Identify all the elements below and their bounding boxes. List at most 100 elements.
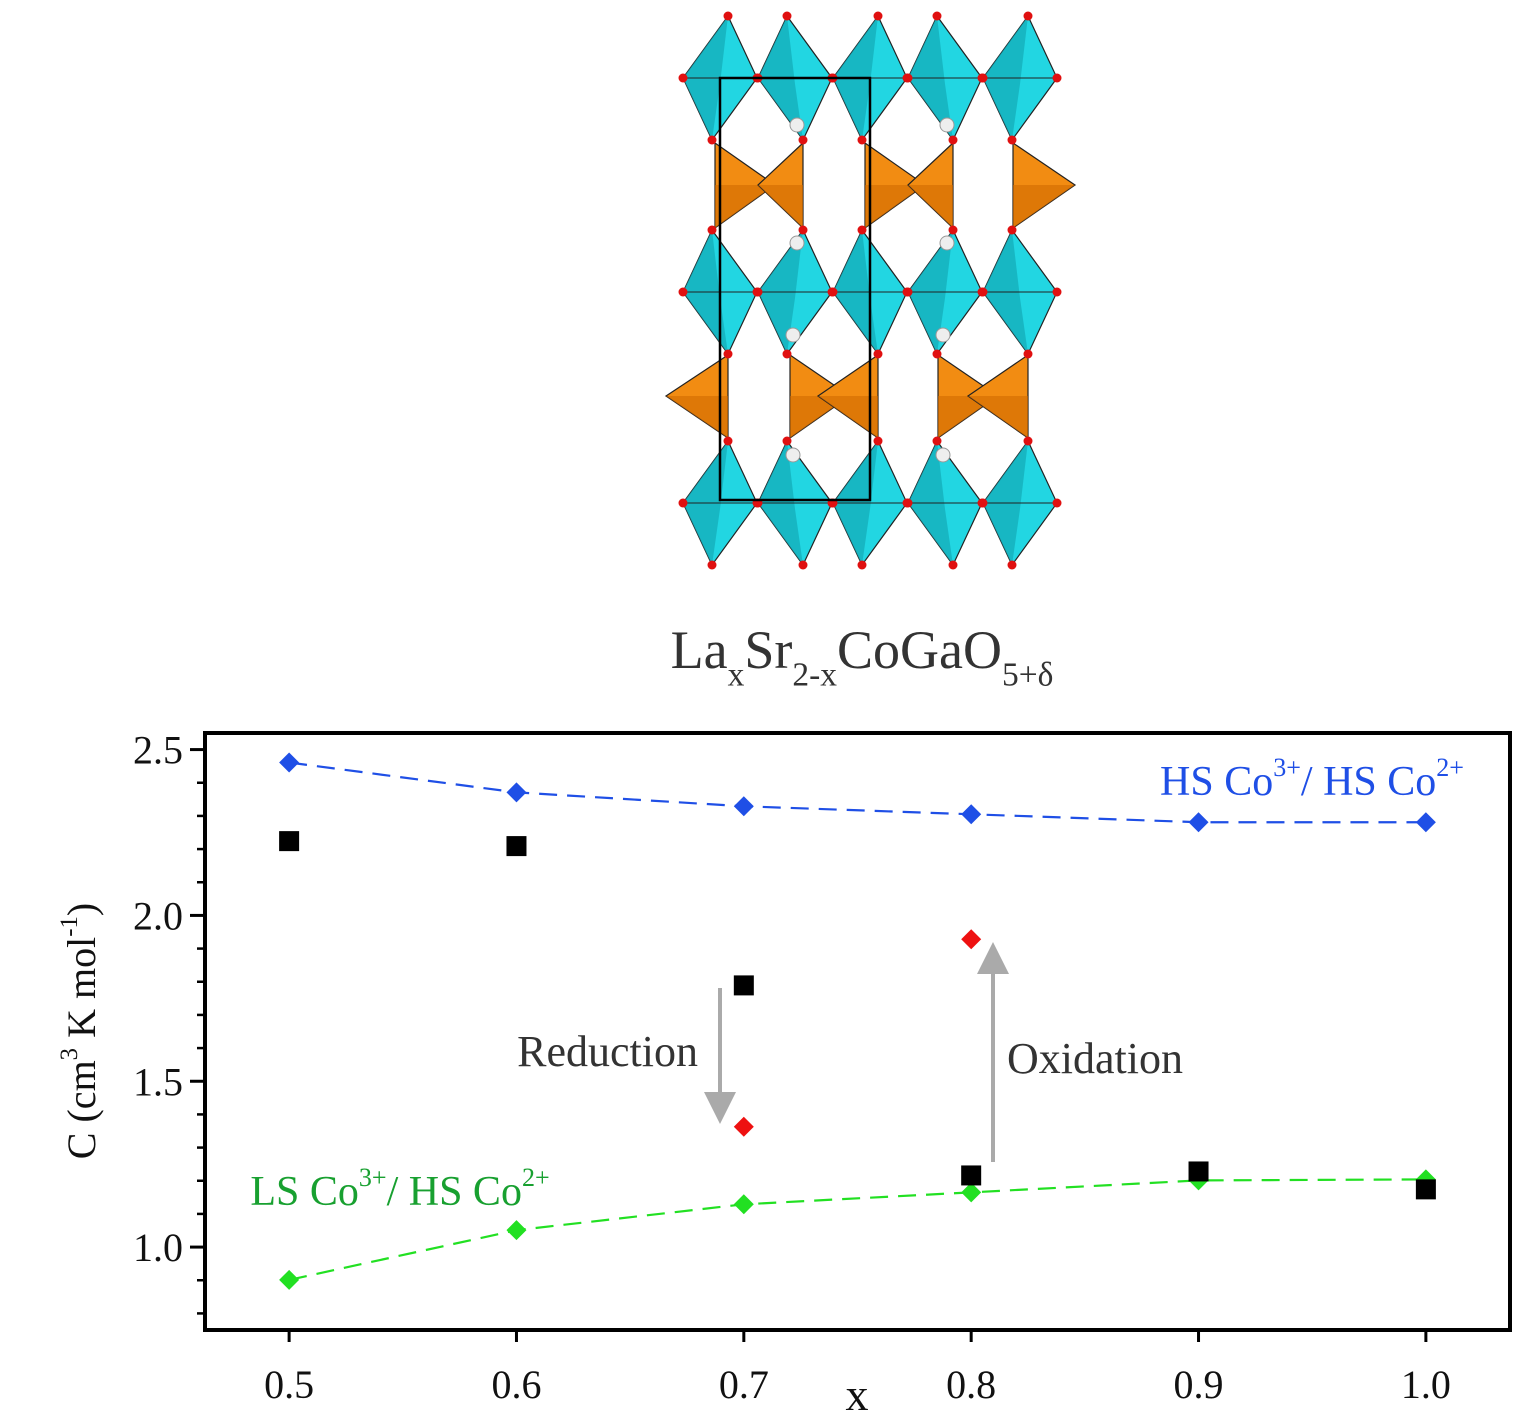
oxygen-atom — [1023, 11, 1033, 21]
oxygen-atom — [978, 287, 988, 297]
series-line — [288, 1178, 1426, 1281]
series-label-part: / HS Co — [387, 1169, 522, 1215]
series-label-part: 3+ — [359, 1163, 387, 1192]
x-tick-label: 0.7 — [719, 1362, 769, 1407]
tetrahedron-face — [865, 185, 925, 228]
annotation: Reduction — [517, 1027, 698, 1076]
oxygen-atom — [707, 225, 717, 235]
tetrahedron-face — [715, 185, 775, 228]
oxygen-atom — [978, 73, 988, 83]
square-marker — [1188, 1161, 1209, 1182]
chart-title-part: CoGaO — [837, 620, 1002, 680]
tetrahedron-face — [666, 396, 728, 438]
oxygen-atom — [857, 560, 867, 570]
square-marker — [961, 1165, 982, 1186]
chart-title-part: 2-x — [792, 656, 837, 693]
series-label-part: / HS Co — [1301, 759, 1436, 805]
diamond-marker — [961, 804, 982, 825]
y-axis-label-part: C (cm — [59, 1060, 104, 1159]
oxygen-atom — [723, 349, 733, 359]
series-label: HS Co3+/ HS Co2+ — [1160, 753, 1464, 805]
series-label-part: HS Co — [1160, 759, 1273, 805]
y-axis-label-part: -1 — [56, 916, 83, 937]
y-tick-label: 2.0 — [133, 893, 183, 938]
oxygen-atom — [723, 11, 733, 21]
oxygen-atom — [782, 11, 792, 21]
series-label-part: LS Co — [250, 1169, 359, 1215]
oxygen-atom — [1023, 436, 1033, 446]
oxygen-atom — [1007, 560, 1017, 570]
square-marker — [506, 836, 527, 857]
oxygen-atom — [932, 11, 942, 21]
y-axis-label-part: 3 — [56, 1048, 83, 1060]
diamond-marker — [279, 1269, 300, 1290]
square-marker — [279, 831, 300, 852]
sr-atom — [789, 117, 805, 133]
crystal-structure — [664, 11, 1077, 570]
oxygen-atom — [903, 498, 913, 508]
oxygen-atom — [873, 349, 883, 359]
oxygen-atom — [932, 349, 942, 359]
chart-title-part: La — [671, 620, 728, 680]
x-tick-label: 0.5 — [264, 1362, 314, 1407]
tetrahedron-face — [968, 396, 1028, 438]
series-label: LS Co3+/ HS Co2+ — [250, 1163, 549, 1215]
y-tick-label: 1.5 — [133, 1059, 183, 1104]
oxygen-atom — [873, 11, 883, 21]
oxygen-atom — [857, 135, 867, 145]
series-label-part: 2+ — [1436, 753, 1464, 782]
tetrahedron-face — [818, 396, 878, 438]
oxygen-atom — [1052, 498, 1062, 508]
diamond-marker — [279, 752, 300, 773]
oxygen-atom — [798, 560, 808, 570]
oxygen-atom — [948, 225, 958, 235]
diamond-marker — [1188, 812, 1209, 833]
oxygen-atom — [798, 225, 808, 235]
series-label-part: 2+ — [522, 1163, 550, 1192]
sr-atom — [785, 447, 801, 463]
diamond-marker — [733, 796, 754, 817]
oxygen-atom — [798, 135, 808, 145]
unit-cell — [718, 76, 872, 502]
oxygen-atom — [978, 498, 988, 508]
chart-title-part: Sr — [744, 620, 792, 680]
oxygen-atom — [873, 436, 883, 446]
tetrahedron-face — [908, 185, 953, 228]
oxygen-atom — [678, 498, 688, 508]
y-tick-label: 2.5 — [133, 728, 183, 773]
y-tick-label: 1.0 — [133, 1225, 183, 1270]
chart-title-part: 5+δ — [1002, 656, 1053, 693]
x-axis-label: x — [846, 1369, 869, 1420]
chart-title-part: x — [728, 656, 745, 693]
x-tick-label: 0.6 — [491, 1362, 541, 1407]
tetrahedron-face — [758, 185, 803, 228]
diamond-marker — [961, 1182, 982, 1203]
oxygen-atom — [903, 287, 913, 297]
oxygen-atom — [678, 287, 688, 297]
y-axis-label-part: K mol — [59, 937, 104, 1048]
plot-frame — [203, 731, 1512, 1332]
oxygen-atom — [1052, 73, 1062, 83]
sr-atom — [939, 235, 955, 251]
oxygen-atom — [828, 287, 838, 297]
x-axis-label-part: x — [846, 1369, 869, 1420]
oxygen-atom — [857, 225, 867, 235]
oxygen-atom — [723, 436, 733, 446]
sr-atom — [789, 235, 805, 251]
series-line — [288, 761, 1426, 824]
series-label-part: 3+ — [1273, 753, 1301, 782]
diamond-marker — [506, 782, 527, 803]
diamond-marker — [506, 1220, 527, 1241]
sr-atom — [935, 447, 951, 463]
diamond-marker — [733, 1194, 754, 1215]
x-tick-label: 0.9 — [1174, 1362, 1224, 1407]
sr-atom — [785, 327, 801, 343]
oxygen-atom — [707, 135, 717, 145]
annotation: Oxidation — [1007, 1034, 1183, 1083]
diamond-marker — [961, 929, 982, 950]
sr-atom — [935, 327, 951, 343]
oxygen-atom — [1007, 135, 1017, 145]
oxygen-atom — [948, 560, 958, 570]
oxygen-atom — [782, 349, 792, 359]
